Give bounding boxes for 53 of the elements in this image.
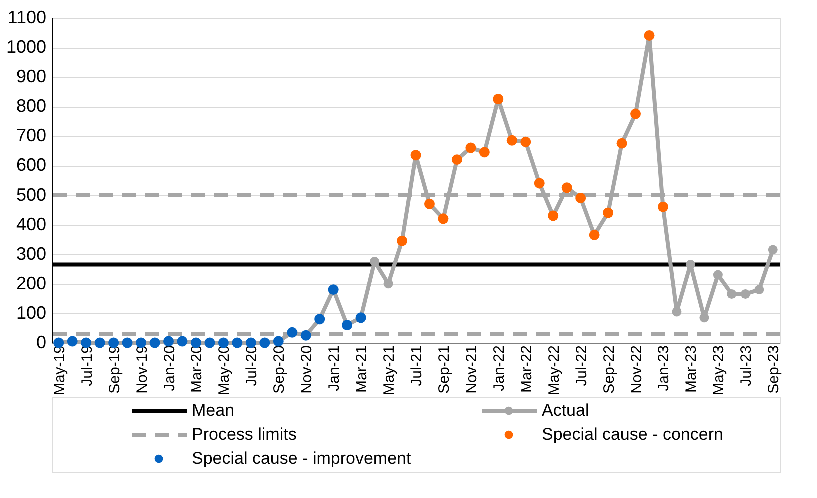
y-tick-label: 800 (16, 96, 46, 116)
x-tick-label: Jan-23 (656, 346, 673, 392)
x-tick-label: Sep-20 (271, 346, 288, 394)
x-tick-label: May-22 (546, 346, 563, 396)
x-tick-label: Nov-19 (134, 346, 151, 394)
y-tick-label: 600 (16, 155, 46, 176)
x-tick-label: May-21 (381, 346, 398, 396)
point (754, 285, 764, 295)
y-tick-label: 200 (16, 273, 46, 294)
point (740, 290, 750, 299)
x-tick-label: Sep-23 (766, 346, 783, 394)
x-tick-label: Mar-21 (354, 346, 371, 394)
legend-label: Mean (192, 401, 235, 420)
y-tick-label: 300 (16, 244, 46, 264)
x-tick-label: Sep-21 (436, 346, 453, 394)
x-tick-label: Jan-21 (326, 346, 344, 392)
x-tick-label: Jul-23 (738, 346, 756, 386)
point (713, 270, 723, 280)
y-tick-label: 100 (16, 302, 46, 323)
y-tick-label: 700 (16, 126, 46, 146)
x-tick-label: May-19 (51, 346, 68, 396)
legend-label: Special cause - concern (542, 425, 724, 444)
x-tick-label: Sep-19 (106, 346, 124, 394)
y-tick-label: 0 (36, 332, 46, 352)
point (768, 245, 778, 255)
x-tick-label: Mar-23 (683, 346, 700, 394)
x-tick-label: Nov-22 (628, 346, 646, 394)
x-tick-label: Jan-20 (161, 346, 178, 392)
x-tick-label: May-20 (216, 346, 234, 396)
point (672, 307, 682, 317)
point (700, 313, 710, 323)
x-tick-label: Nov-21 (463, 346, 480, 394)
x-tick-label: Nov-20 (298, 346, 316, 394)
point (727, 290, 737, 299)
x-tick-label: May-23 (710, 346, 728, 396)
legend-label: Actual (542, 401, 590, 420)
point (370, 257, 380, 266)
x-tick-label: Jul-22 (573, 346, 590, 386)
x-tick-label: Jul-21 (408, 346, 426, 386)
x-tick-label: Jan-22 (490, 346, 508, 392)
x-tick-label: Jul-19 (78, 346, 96, 386)
x-tick-label: Mar-22 (518, 346, 536, 394)
y-tick-label: 1000 (6, 37, 46, 58)
y-tick-label: 400 (16, 214, 46, 234)
y-tick-label: 1100 (8, 8, 46, 28)
y-tick-label: 500 (16, 184, 46, 205)
legend-label: Special cause - improvement (192, 449, 412, 468)
y-tick-label: 900 (16, 66, 46, 87)
x-tick-label: Mar-20 (188, 346, 206, 394)
point (686, 260, 696, 270)
x-tick-label: Sep-22 (600, 346, 618, 394)
legend-label: Process limits (192, 425, 297, 444)
point (384, 279, 394, 289)
